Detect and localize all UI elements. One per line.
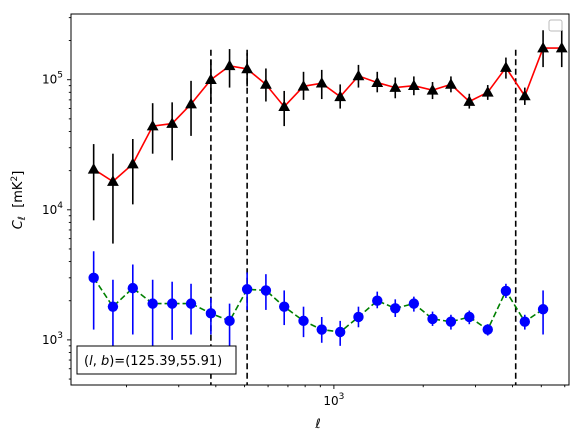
data-point bbox=[107, 301, 119, 312]
data-point bbox=[519, 316, 531, 327]
data-point bbox=[352, 69, 365, 81]
data-point bbox=[205, 73, 217, 85]
series-line bbox=[93, 277, 544, 333]
data-point bbox=[298, 315, 309, 327]
data-point bbox=[426, 84, 439, 95]
y-axis: 103 104 105 bbox=[42, 17, 71, 380]
data-point bbox=[241, 62, 254, 74]
data-point bbox=[334, 90, 347, 102]
data-point bbox=[224, 315, 235, 327]
data-point bbox=[185, 97, 197, 109]
data-point bbox=[500, 61, 512, 72]
data-point bbox=[88, 272, 99, 284]
data-point bbox=[371, 76, 384, 87]
series-line bbox=[93, 47, 562, 183]
data-point bbox=[107, 175, 119, 186]
data-point bbox=[481, 86, 494, 97]
data-point bbox=[223, 59, 236, 71]
series-circles bbox=[88, 251, 549, 361]
data-point bbox=[315, 77, 328, 88]
data-point bbox=[407, 79, 420, 91]
data-point bbox=[241, 284, 253, 295]
data-point bbox=[185, 298, 197, 309]
data-point bbox=[500, 285, 512, 297]
series-triangles bbox=[87, 30, 568, 244]
data-point bbox=[205, 308, 217, 319]
plot-area bbox=[87, 30, 568, 385]
x-axis-label: ℓ bbox=[314, 417, 320, 432]
data-point bbox=[127, 282, 138, 294]
y-tick-label: 103 bbox=[42, 331, 63, 347]
x-axis: 103 bbox=[126, 385, 566, 408]
data-point bbox=[537, 304, 549, 315]
data-point bbox=[445, 316, 457, 327]
annotation-text: (l, b)=(125.39,55.91) bbox=[84, 354, 222, 369]
data-point bbox=[334, 326, 346, 338]
legend-box bbox=[548, 19, 563, 32]
y-tick-label: 105 bbox=[42, 71, 63, 87]
data-point bbox=[445, 78, 457, 89]
data-point bbox=[260, 285, 272, 296]
data-point bbox=[126, 157, 139, 169]
data-point bbox=[427, 313, 438, 325]
data-point bbox=[463, 95, 476, 106]
data-point bbox=[482, 324, 493, 335]
data-point bbox=[166, 298, 178, 309]
data-point bbox=[147, 298, 158, 309]
data-point bbox=[537, 41, 549, 53]
data-point bbox=[297, 80, 310, 91]
data-point bbox=[146, 119, 159, 131]
data-point bbox=[353, 311, 364, 323]
data-point bbox=[316, 324, 327, 335]
data-point bbox=[372, 295, 383, 306]
data-point bbox=[260, 78, 272, 89]
y-tick-label: 104 bbox=[42, 201, 63, 217]
data-point bbox=[87, 163, 100, 174]
data-point bbox=[278, 100, 291, 112]
data-point bbox=[408, 298, 420, 309]
data-point bbox=[518, 89, 531, 101]
data-point bbox=[390, 303, 401, 314]
data-point bbox=[389, 81, 402, 92]
data-point bbox=[166, 117, 179, 128]
data-point bbox=[464, 311, 475, 323]
x-tick-label: 103 bbox=[323, 392, 344, 408]
series-layer bbox=[87, 30, 568, 361]
annotation-box: (l, b)=(125.39,55.91) bbox=[76, 345, 237, 375]
data-point bbox=[279, 301, 290, 312]
data-point bbox=[555, 41, 568, 53]
y-axis-label: Cℓ [mK2] bbox=[10, 171, 28, 230]
